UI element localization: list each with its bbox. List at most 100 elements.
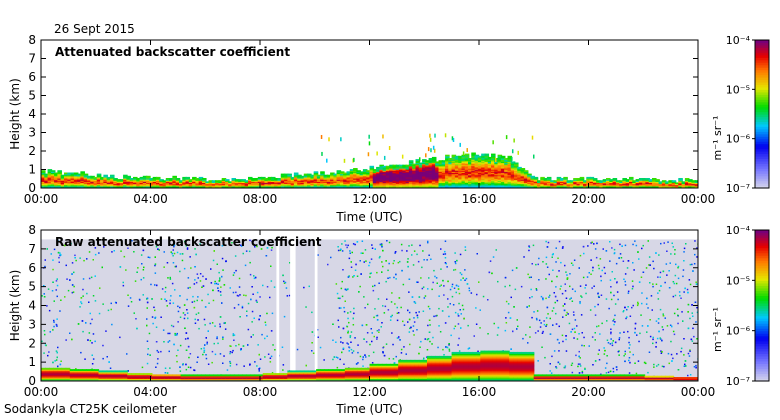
raw-dot <box>561 334 564 337</box>
raw-dot <box>340 307 342 309</box>
raw-dot <box>414 302 417 304</box>
backscatter-cell <box>645 183 650 186</box>
raw-dot <box>238 277 241 280</box>
backscatter-cell <box>461 179 467 181</box>
raw-dot <box>505 322 508 324</box>
backscatter-cell <box>41 172 46 175</box>
backscatter-cell <box>464 164 470 167</box>
raw-dot <box>584 368 586 370</box>
backscatter-cell <box>185 176 191 179</box>
raw-dot <box>187 337 189 340</box>
raw-cell <box>41 378 46 381</box>
raw-dot <box>610 332 612 335</box>
raw-dot <box>374 248 376 250</box>
backscatter-cell <box>60 179 66 181</box>
raw-dot <box>397 312 400 314</box>
raw-dot <box>652 260 654 263</box>
y-axis-label: Height (km) <box>8 78 22 149</box>
backscatter-cell <box>399 184 404 187</box>
backscatter-cell <box>500 162 506 165</box>
raw-dot <box>398 297 401 299</box>
backscatter-cell <box>504 169 509 171</box>
backscatter-cell <box>73 182 79 185</box>
raw-dot <box>435 277 438 279</box>
backscatter-cell <box>445 169 450 171</box>
raw-dot <box>218 271 220 274</box>
raw-dot <box>166 372 169 374</box>
backscatter-cell <box>382 174 388 177</box>
raw-dot <box>601 269 603 272</box>
backscatter-cell <box>202 184 207 187</box>
backscatter-cell <box>448 180 453 182</box>
backscatter-cell <box>540 184 545 187</box>
raw-dot <box>147 256 150 258</box>
raw-dot <box>610 331 612 334</box>
backscatter-cell <box>323 176 329 179</box>
raw-dot <box>43 352 45 354</box>
backscatter-cell <box>418 169 424 171</box>
raw-dot <box>438 307 440 310</box>
raw-dot <box>454 325 457 327</box>
backscatter-cell <box>652 183 657 186</box>
backscatter-cell <box>77 181 82 184</box>
backscatter-cell <box>80 185 85 188</box>
backscatter-cell <box>412 174 417 177</box>
raw-dot <box>44 265 46 268</box>
raw-dot <box>282 369 284 371</box>
backscatter-cell <box>349 173 355 176</box>
backscatter-cell <box>520 183 526 186</box>
backscatter-cell <box>451 158 457 160</box>
backscatter-cell <box>41 184 46 187</box>
backscatter-cell <box>484 172 490 175</box>
raw-dot <box>673 333 676 336</box>
backscatter-cell <box>468 180 473 182</box>
backscatter-cell <box>602 183 608 186</box>
backscatter-cell <box>330 185 335 188</box>
raw-dot <box>555 312 557 315</box>
backscatter-cell <box>474 170 480 172</box>
backscatter-cell <box>494 166 499 169</box>
raw-dot <box>407 265 409 268</box>
backscatter-cell <box>504 176 509 179</box>
backscatter-cell <box>678 180 683 182</box>
backscatter-cell <box>579 180 585 182</box>
raw-dot <box>311 342 313 344</box>
backscatter-cell <box>514 174 519 177</box>
backscatter-cell <box>684 181 690 184</box>
backscatter-cell <box>487 163 493 166</box>
raw-dot <box>169 278 172 280</box>
plot-area <box>41 40 698 188</box>
raw-dot <box>408 291 410 293</box>
raw-dot <box>676 308 679 310</box>
backscatter-cell <box>169 185 174 188</box>
backscatter-cell <box>202 179 207 181</box>
raw-dot <box>691 263 693 266</box>
backscatter-cell <box>615 183 621 186</box>
backscatter-cell <box>67 178 72 180</box>
backscatter-cell <box>205 182 210 185</box>
backscatter-cell <box>280 185 286 188</box>
backscatter-cell <box>491 171 496 174</box>
backscatter-cell <box>96 183 102 186</box>
backscatter-cell <box>487 172 493 175</box>
backscatter-cell <box>83 180 89 182</box>
backscatter-cell <box>215 181 220 184</box>
raw-dot <box>381 261 383 263</box>
raw-dot <box>163 266 165 268</box>
backscatter-cell <box>507 169 513 171</box>
backscatter-cell <box>356 184 361 187</box>
raw-dot <box>677 277 680 280</box>
raw-dot <box>347 317 349 320</box>
raw-dot <box>496 334 499 336</box>
backscatter-cell <box>576 181 582 184</box>
backscatter-cell <box>487 179 493 181</box>
backscatter-cell <box>531 135 534 140</box>
backscatter-cell <box>333 185 338 188</box>
raw-dot <box>420 277 422 279</box>
backscatter-cell <box>47 181 53 184</box>
backscatter-cell <box>523 185 529 188</box>
raw-dot <box>462 308 465 311</box>
backscatter-cell <box>362 184 368 187</box>
backscatter-cell <box>431 178 437 180</box>
raw-dot <box>537 360 539 362</box>
